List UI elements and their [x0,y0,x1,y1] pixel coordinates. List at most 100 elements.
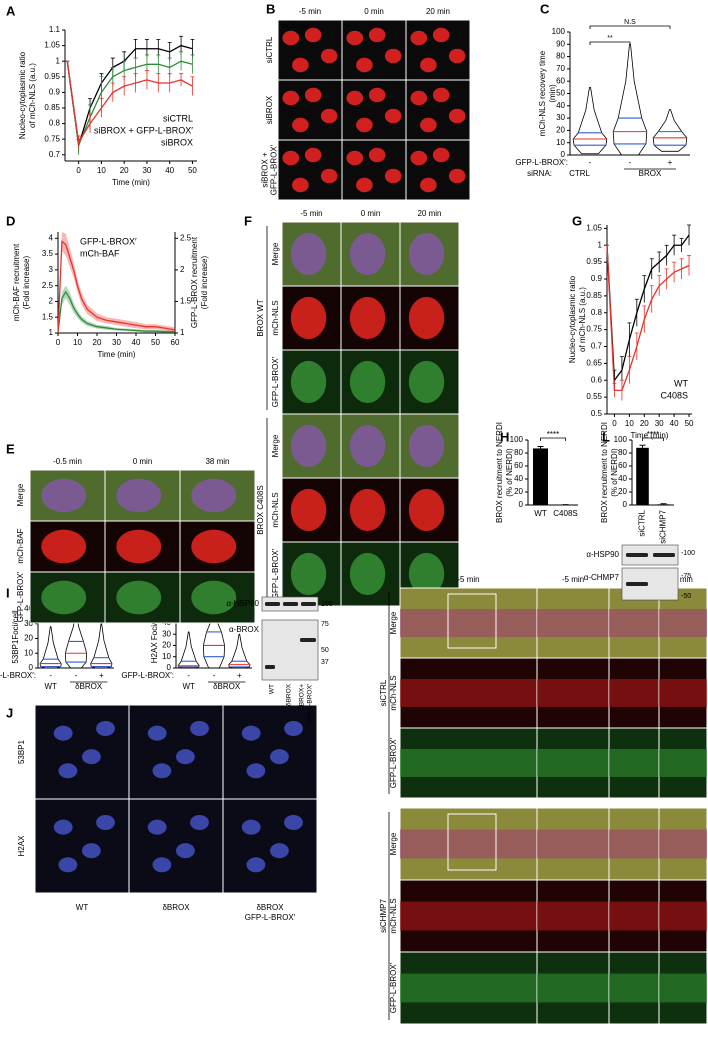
y-tick-label: 1 [598,240,603,249]
nucleus [432,87,450,103]
category-label: - [589,158,592,167]
row-label: GFP-L-BROX′ [389,737,398,788]
y-tick-label: 80 [556,52,565,61]
nucleus [346,30,364,46]
row-label: H2AX [17,835,26,857]
x-tick-label: 50 [188,166,197,175]
y-axis-label: mCh-BAF recruitment [12,243,21,321]
error-band [58,285,175,333]
y2-axis-label: (Fold increase) [200,255,209,309]
nucleus [96,720,115,737]
error-band [58,232,175,333]
error-bar [687,224,692,246]
series-line [606,245,690,392]
row-label: GFP-L-BROX′ [271,548,280,599]
blot-band [300,638,316,642]
y-tick-label: 0 [519,500,524,509]
y-axis-label: Nucleo-cytoplasmic ratio [568,275,577,363]
y-tick-label: 0.95 [586,257,602,266]
blot-band [265,602,280,606]
x-tick-label: 30 [655,419,664,428]
cell-body [400,901,537,931]
cell-body [659,829,707,859]
nucleus [448,108,466,124]
group-row-label: siRNA: [527,169,552,178]
y-tick-label: 2.5 [180,233,192,242]
y-tick-label: 1 [56,56,61,65]
bar [636,447,649,505]
nucleus [304,87,322,103]
y-axis-label: (Fold increase) [22,255,31,309]
nucleus [408,232,445,276]
blot-label: α-CHMP7 [584,573,620,582]
nucleus [356,57,373,73]
row-label: mCh-NLS [271,492,280,527]
nucleus [53,725,73,741]
nucleus [147,819,167,835]
legend-label: C408S [660,390,688,400]
x-tick-label: 20 [93,338,102,347]
x-axis-label: Time (min) [631,431,669,440]
y-tick-label: 100 [510,435,524,444]
category-row-label: GFP-L-BROX′: [121,671,174,680]
nucleus [349,360,386,404]
nucleus [346,90,364,106]
cell-body [400,829,537,859]
x-axis-label: Time (min) [98,350,136,359]
x-tick-label: 30 [112,338,121,347]
y-tick-label: 30 [556,113,565,122]
y-tick-label: 0.5 [591,409,603,418]
blot-band [301,602,316,606]
lane-label: δBROX+ [299,684,306,710]
category-row-label: GFP-L-BROX′: [515,158,568,167]
y-tick-label: 40 [556,101,565,110]
mw-marker: 100 [321,601,333,608]
roi-box [447,593,497,649]
cell-body [400,973,537,1003]
x-tick-label: siCTRL [638,509,647,536]
series-line [606,234,690,383]
series-line [66,61,193,145]
x-tick-label: 20 [120,166,129,175]
nucleus [304,27,322,43]
error-bar [687,254,692,276]
nucleus [290,424,327,468]
column-header: -5 min [299,7,321,16]
nucleus [270,843,289,859]
row-label: mCh-NLS [389,898,398,933]
nucleus [356,177,373,193]
category-label: + [99,671,104,680]
group-label: siCTRL [379,679,388,706]
lane-label: δBROX [286,683,293,706]
nucleus [246,763,266,779]
micrograph [34,798,130,894]
y2-axis-label: GFP-L-BROX recruitment [190,236,199,328]
lane-label: WT [269,684,276,694]
y-tick-label: 0.65 [586,358,602,367]
x-tick-label: siCHMP7 [659,509,668,543]
y-axis-label: 53BP1Foci/cell [11,610,20,664]
mw-marker: -50 [681,593,691,600]
nucleus [190,814,209,831]
cell-body [659,609,707,637]
nucleus [349,488,386,532]
y-tick-label: 0.9 [49,87,61,96]
row-label: Merge [271,242,280,265]
nucleus [191,529,237,564]
nucleus [176,749,195,765]
nucleus [432,27,450,43]
x-tick-label: 50 [151,338,160,347]
x-axis-label: Time (min) [112,178,150,187]
row-label: GFP-L-BROX′ [389,962,398,1013]
panel-letter: J [6,705,13,720]
blot-label: α-BROX [229,625,260,634]
significance-label: ** [607,35,613,42]
nucleus [346,150,364,166]
blot-label: α-HSP90 [226,599,259,608]
column-header: 0 min [133,457,153,466]
x-tick-label: 0 [56,338,61,347]
nucleus [408,360,445,404]
y-axis-label: H2AX Foci/cell [150,611,159,664]
y-tick-label: 0 [29,663,34,672]
